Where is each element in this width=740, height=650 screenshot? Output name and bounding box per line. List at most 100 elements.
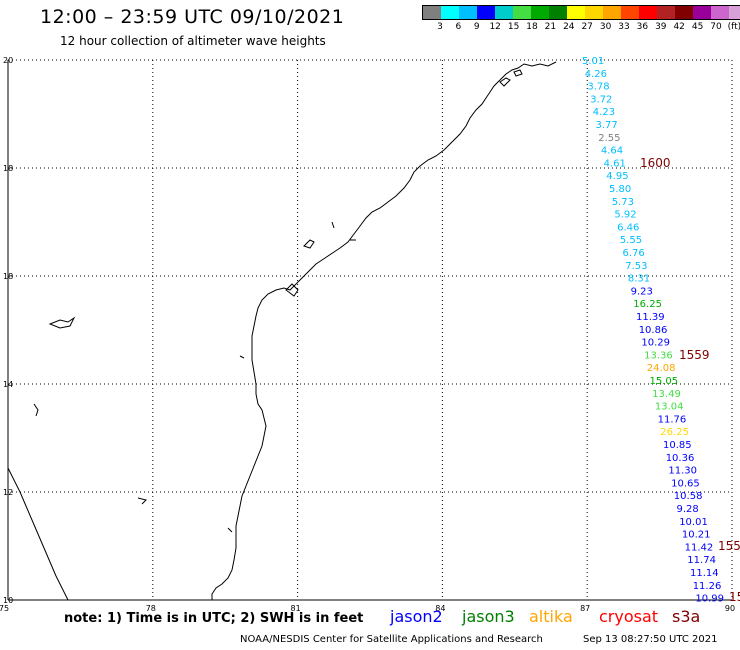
pass-time-label: 15: [729, 590, 740, 604]
wave-height-label: 10.85: [663, 440, 692, 451]
color-scale-label: 33: [618, 22, 630, 32]
color-swatch: [531, 6, 549, 19]
wave-height-label: 5.92: [614, 210, 636, 221]
latitude-label: 14: [3, 380, 13, 389]
wave-height-label: 5.01: [582, 56, 604, 67]
color-swatch: [603, 6, 621, 19]
color-scale-label: 6: [455, 22, 462, 32]
color-swatch: [495, 6, 513, 19]
wave-height-label: 10.58: [674, 491, 703, 502]
color-scale-label: 21: [544, 22, 557, 32]
color-scale-label: 70: [710, 22, 722, 32]
longitude-label: 81: [291, 604, 301, 613]
color-scale-label: 15: [507, 22, 520, 32]
color-swatch: [729, 6, 740, 19]
wave-height-label: 10.99: [695, 594, 724, 605]
satellite-legend-item: cryosat: [599, 607, 659, 626]
wave-height-label: 3.78: [587, 82, 609, 93]
coastline: [211, 61, 557, 600]
wave-height-label: 11.42: [685, 542, 714, 553]
longitude-label: 87: [580, 604, 590, 613]
wave-height-label: 4.61: [604, 158, 626, 169]
wave-height-label: 9.28: [677, 504, 699, 515]
island: [48, 316, 76, 329]
wave-height-label: 15.05: [650, 376, 679, 387]
wave-height-label: 16.25: [633, 299, 662, 310]
wave-height-label: 11.30: [668, 466, 697, 477]
wave-height-label: 5.73: [612, 197, 634, 208]
wave-height-label: 4.64: [601, 146, 623, 157]
western-coastline: [7, 467, 69, 601]
wave-height-label: 3.72: [590, 94, 612, 105]
color-scale-label: 18: [526, 22, 538, 32]
wave-height-label: 7.53: [625, 261, 647, 272]
color-swatch: [675, 6, 693, 19]
latitude-label: 18: [3, 164, 13, 173]
color-swatch: [567, 6, 585, 19]
color-scale-label: 3: [437, 22, 443, 32]
credit-line: NOAA/NESDIS Center for Satellite Applica…: [240, 634, 543, 645]
color-swatch: [711, 6, 729, 19]
color-swatch: [549, 6, 567, 19]
wave-height-label: 10.01: [679, 517, 708, 528]
color-swatch: [585, 6, 603, 19]
latitude-label: 18: [3, 272, 13, 281]
page-title: 12:00 – 23:59 UTC 09/10/2021: [40, 6, 345, 28]
satellite-legend-item: jason3: [462, 607, 515, 626]
color-scale-label: (ft): [727, 22, 740, 32]
wave-height-label: 11.14: [690, 568, 719, 579]
wave-height-label: 8.31: [628, 274, 650, 285]
satellite-legend-item: altika: [529, 607, 573, 626]
wave-height-label: 5.80: [609, 184, 631, 195]
color-scale-label: 30: [599, 22, 612, 32]
wave-height-label: 11.74: [687, 555, 716, 566]
pass-time-label: 1559: [679, 348, 710, 362]
island: [33, 403, 39, 417]
island: [227, 527, 233, 533]
latitude-label: 20: [3, 56, 13, 65]
wave-height-label: 5.55: [620, 235, 642, 246]
coastline-islands: [303, 221, 356, 249]
color-swatch: [477, 6, 495, 19]
wave-height-label: 6.76: [623, 248, 645, 259]
pass-time-label: 1600: [640, 156, 671, 170]
latitude-label: 12: [3, 488, 13, 497]
wave-height-label: 24.08: [647, 363, 676, 374]
wave-height-label: 26.25: [660, 427, 689, 438]
color-swatch: [639, 6, 657, 19]
color-scale-label: 42: [673, 22, 685, 32]
wave-height-label: 4.23: [593, 107, 615, 118]
color-swatch: [513, 6, 531, 19]
color-scale-label: 27: [581, 22, 593, 32]
coastline-delta: [499, 69, 523, 87]
color-scale-labels: 3 6 9 12 15 18 21 24 27 30 33 36 39 42 45 70 (ft): [422, 22, 740, 34]
color-scale-label: 45: [691, 22, 704, 32]
wave-height-label: 11.76: [658, 414, 687, 425]
wave-height-label: 13.04: [655, 402, 684, 413]
wave-height-label: 10.36: [666, 453, 695, 464]
color-scale-swatches: [422, 5, 740, 20]
color-scale-label: 36: [636, 22, 649, 32]
color-scale-label: 24: [563, 22, 575, 32]
wave-height-label: 9.23: [631, 286, 653, 297]
color-swatch: [621, 6, 639, 19]
wave-height-label: 13.49: [652, 389, 681, 400]
longitude-label: 75: [0, 604, 9, 613]
wave-height-label: 3.77: [596, 120, 618, 131]
footnote: note: 1) Time is in UTC; 2) SWH is in fe…: [64, 611, 364, 626]
color-swatch: [657, 6, 675, 19]
color-scale-label: 12: [489, 22, 501, 32]
color-scale-legend: 3 6 9 12 15 18 21 24 27 30 33 36 39 42 45 70 (ft): [422, 5, 740, 34]
color-swatch: [441, 6, 459, 19]
color-swatch: [459, 6, 477, 19]
generated-timestamp: Sep 13 08:27:50 UTC 2021: [583, 634, 718, 645]
wave-height-label: 11.39: [636, 312, 665, 323]
page-subtitle: 12 hour collection of altimeter wave hei…: [60, 34, 326, 48]
wave-height-label: 10.65: [671, 478, 700, 489]
satellite-legend-item: jason2: [390, 607, 443, 626]
wave-height-label: 10.29: [641, 338, 670, 349]
longitude-label: 90: [725, 604, 735, 613]
wave-height-label: 2.55: [598, 133, 620, 144]
wave-height-label: 4.95: [606, 171, 628, 182]
